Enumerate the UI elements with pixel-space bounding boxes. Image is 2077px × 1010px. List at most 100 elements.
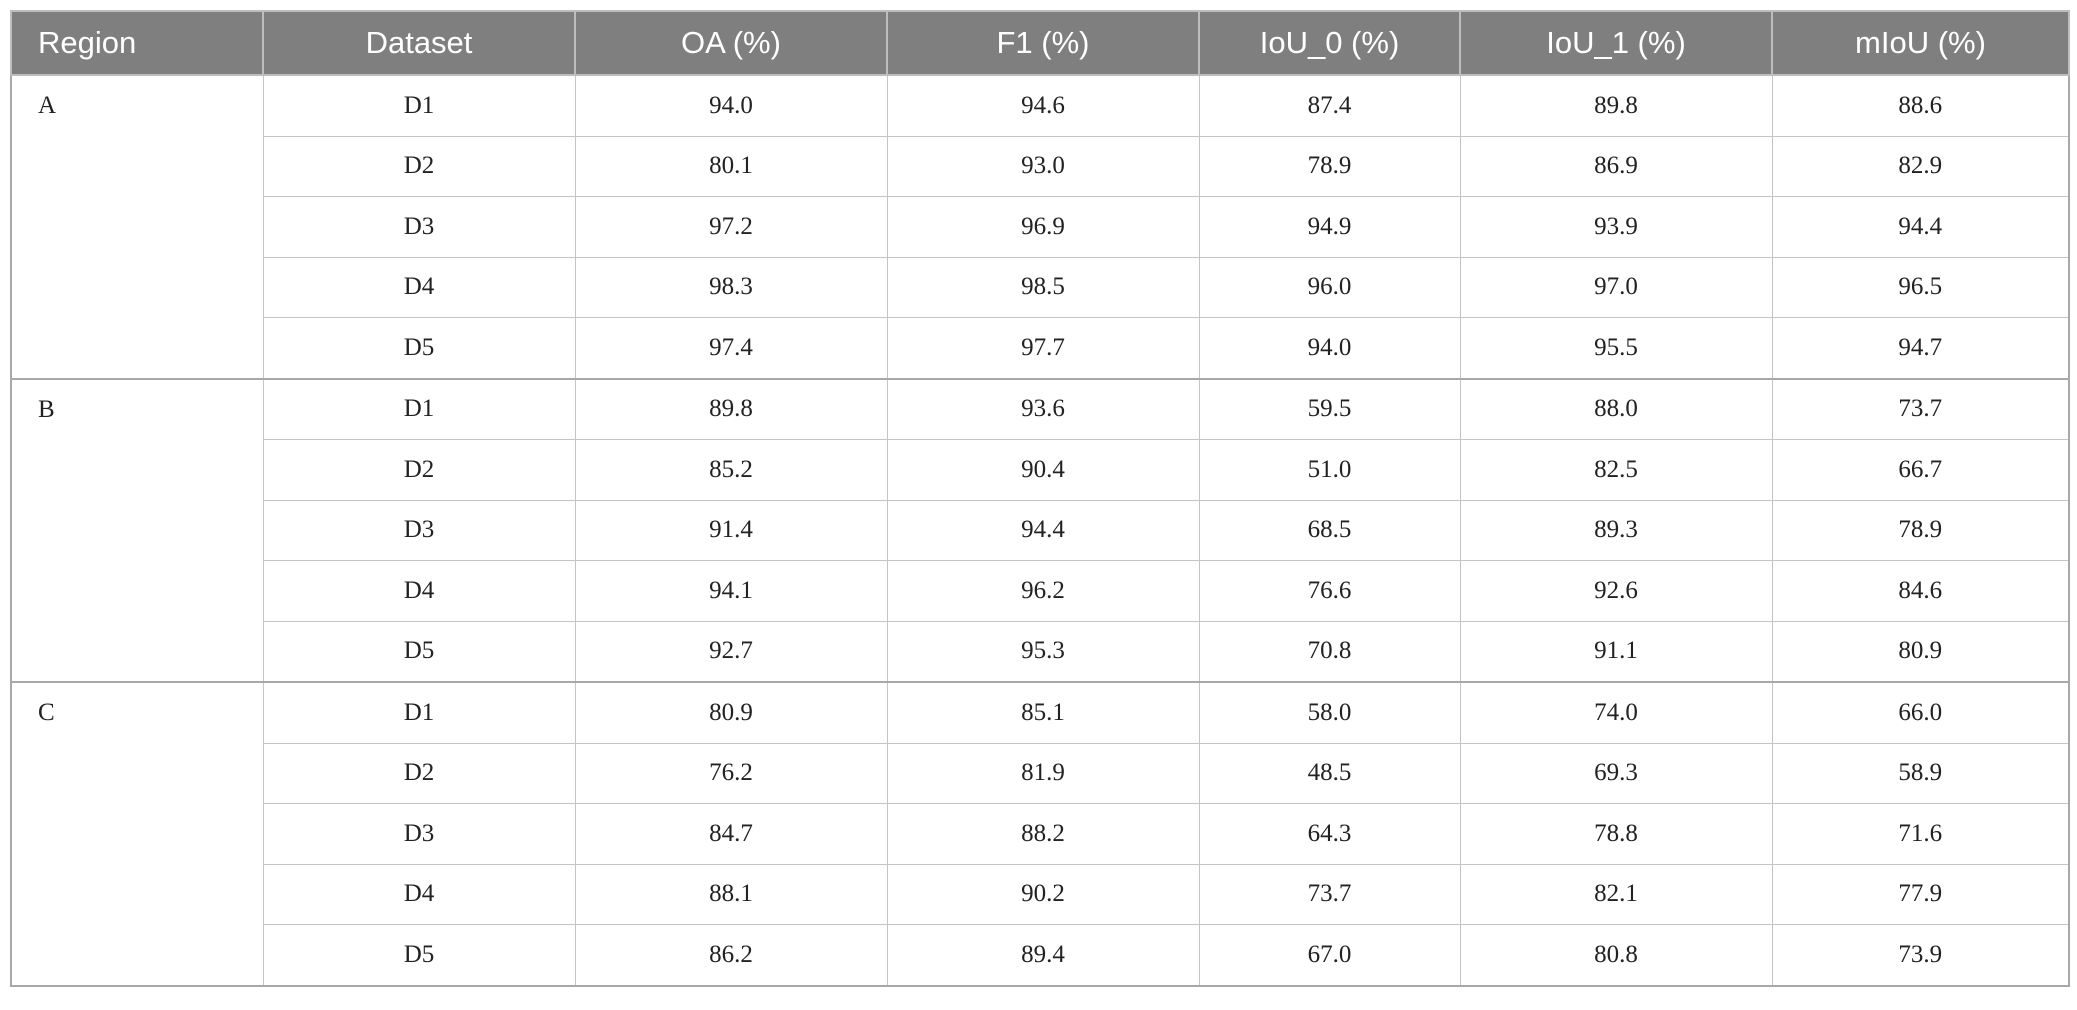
value-cell: 88.1 [574, 863, 888, 925]
header-cell: Dataset [262, 10, 576, 76]
value-cell: 73.7 [1198, 863, 1461, 925]
value-cell: 96.9 [886, 196, 1200, 258]
table-row: D4 98.3 98.5 96.0 97.0 96.5 [11, 256, 2070, 318]
table-row: D3 97.2 96.9 94.9 93.9 94.4 [11, 196, 2070, 258]
value-cell: 94.0 [574, 74, 888, 137]
header-cell: IoU_1 (%) [1459, 10, 1773, 76]
value-cell: 86.2 [574, 924, 888, 986]
value-cell: 94.4 [886, 499, 1200, 561]
dataset-cell: D2 [262, 135, 576, 197]
value-cell: 88.0 [1459, 377, 1773, 440]
value-cell: 92.6 [1459, 560, 1773, 622]
value-cell: 86.9 [1459, 135, 1773, 197]
value-cell: 84.6 [1771, 560, 2070, 622]
value-cell: 85.1 [886, 681, 1200, 744]
dataset-cell: D5 [262, 317, 576, 379]
value-cell: 76.2 [574, 742, 888, 804]
dataset-cell: D3 [262, 803, 576, 865]
value-cell: 94.7 [1771, 317, 2070, 379]
value-cell: 71.6 [1771, 803, 2070, 865]
dataset-cell: D4 [262, 256, 576, 318]
dataset-cell: D2 [262, 439, 576, 501]
table-row: D2 80.1 93.0 78.9 86.9 82.9 [11, 135, 2070, 197]
region-cell: B [10, 377, 264, 683]
value-cell: 94.4 [1771, 196, 2070, 258]
value-cell: 80.9 [574, 681, 888, 744]
value-cell: 87.4 [1198, 74, 1461, 137]
value-cell: 82.1 [1459, 863, 1773, 925]
value-cell: 64.3 [1198, 803, 1461, 865]
value-cell: 58.0 [1198, 681, 1461, 744]
value-cell: 80.9 [1771, 620, 2070, 683]
table-row: D3 91.4 94.4 68.5 89.3 78.9 [11, 499, 2070, 561]
dataset-cell: D2 [262, 742, 576, 804]
value-cell: 93.9 [1459, 196, 1773, 258]
value-cell: 78.8 [1459, 803, 1773, 865]
value-cell: 80.1 [574, 135, 888, 197]
region-cell: C [10, 681, 264, 986]
table-row: D2 76.2 81.9 48.5 69.3 58.9 [11, 742, 2070, 804]
value-cell: 68.5 [1198, 499, 1461, 561]
value-cell: 88.2 [886, 803, 1200, 865]
value-cell: 92.7 [574, 620, 888, 683]
value-cell: 97.7 [886, 317, 1200, 379]
value-cell: 94.9 [1198, 196, 1461, 258]
value-cell: 66.0 [1771, 681, 2070, 744]
value-cell: 93.6 [886, 377, 1200, 440]
value-cell: 95.3 [886, 620, 1200, 683]
header-cell: IoU_0 (%) [1198, 10, 1461, 76]
dataset-cell: D3 [262, 196, 576, 258]
value-cell: 95.5 [1459, 317, 1773, 379]
value-cell: 59.5 [1198, 377, 1461, 440]
table-row: A D1 94.0 94.6 87.4 89.8 88.6 [10, 74, 2070, 379]
dataset-cell: D5 [262, 620, 576, 683]
header-cell: OA (%) [574, 10, 888, 76]
value-cell: 93.0 [886, 135, 1200, 197]
value-cell: 51.0 [1198, 439, 1461, 501]
value-cell: 90.4 [886, 439, 1200, 501]
header-row: Region Dataset OA (%) F1 (%) IoU_0 (%) IoU_1 … [10, 10, 2070, 76]
header-cell: Region [10, 10, 264, 76]
table-container: Region Dataset OA (%) F1 (%) IoU_0 (%) IoU_1 … [10, 10, 2070, 987]
value-cell: 82.5 [1459, 439, 1773, 501]
value-cell: 69.3 [1459, 742, 1773, 804]
table-row: D5 92.7 95.3 70.8 91.1 80.9 [11, 620, 2070, 683]
table-row: D5 97.4 97.7 94.0 95.5 94.7 [11, 317, 2070, 379]
value-cell: 89.3 [1459, 499, 1773, 561]
value-cell: 73.7 [1771, 377, 2070, 440]
table-row: D4 94.1 96.2 76.6 92.6 84.6 [11, 560, 2070, 622]
value-cell: 82.9 [1771, 135, 2070, 197]
value-cell: 94.1 [574, 560, 888, 622]
value-cell: 73.9 [1771, 924, 2070, 986]
value-cell: 96.2 [886, 560, 1200, 622]
value-cell: 80.8 [1459, 924, 1773, 986]
value-cell: 94.6 [886, 74, 1200, 137]
table-row: D5 86.2 89.4 67.0 80.8 73.9 [11, 924, 2070, 986]
value-cell: 90.2 [886, 863, 1200, 925]
dataset-cell: D4 [262, 560, 576, 622]
table-row: D4 88.1 90.2 73.7 82.1 77.9 [11, 863, 2070, 925]
value-cell: 67.0 [1198, 924, 1461, 986]
value-cell: 96.5 [1771, 256, 2070, 318]
value-cell: 85.2 [574, 439, 888, 501]
dataset-cell: D4 [262, 863, 576, 925]
value-cell: 98.5 [886, 256, 1200, 318]
value-cell: 97.2 [574, 196, 888, 258]
value-cell: 88.6 [1771, 74, 2070, 137]
value-cell: 58.9 [1771, 742, 2070, 804]
value-cell: 77.9 [1771, 863, 2070, 925]
value-cell: 97.0 [1459, 256, 1773, 318]
dataset-cell: D1 [262, 74, 576, 137]
table-row: C D1 80.9 85.1 58.0 74.0 66.0 [10, 681, 2070, 986]
value-cell: 94.0 [1198, 317, 1461, 379]
value-cell: 91.4 [574, 499, 888, 561]
value-cell: 70.8 [1198, 620, 1461, 683]
dataset-cell: D1 [262, 377, 576, 440]
region-cell: A [10, 74, 264, 379]
value-cell: 74.0 [1459, 681, 1773, 744]
table-row: D3 84.7 88.2 64.3 78.8 71.6 [11, 803, 2070, 865]
value-cell: 97.4 [574, 317, 888, 379]
value-cell: 84.7 [574, 803, 888, 865]
value-cell: 76.6 [1198, 560, 1461, 622]
